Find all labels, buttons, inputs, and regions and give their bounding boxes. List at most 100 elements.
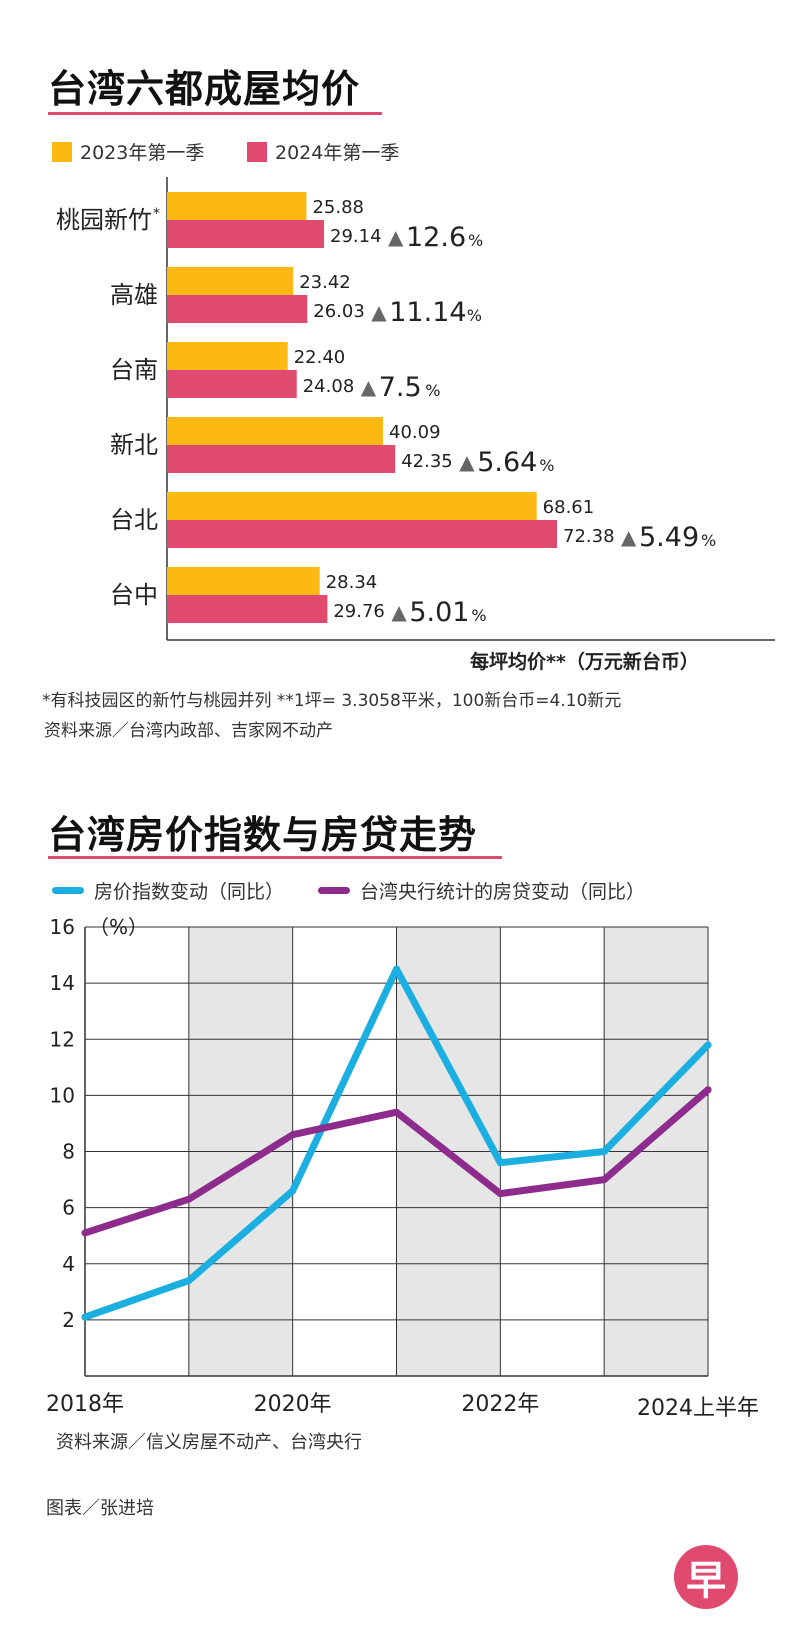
y-tick-label: 12 [50,1027,75,1051]
legend-label-2023: 2023年第一季 [80,138,204,165]
chart1-unit-label: 每坪均价**（万元新台币） [470,647,699,674]
change-arrow: ▲ [621,525,637,549]
y-tick-label: 4 [62,1252,75,1276]
legend-label-2024: 2024年第一季 [275,138,399,165]
value-label-2024: 24.08 [303,376,355,397]
bar-2024 [167,520,557,548]
chart1-source: 资料来源／台湾内政部、吉家网不动产 [44,716,333,741]
value-label-2024: 29.76 [333,601,385,622]
bar-2024 [167,445,395,473]
point-mortgage [393,1109,400,1116]
bar-2023 [167,417,383,445]
x-tick-label: 2022年 [461,1392,539,1417]
bar-2023 [167,192,306,220]
chart1-legend-2023: 2023年第一季 [52,138,204,165]
bar-2024 [167,595,327,623]
point-price-index [497,1159,504,1166]
point-mortgage [601,1176,608,1183]
change-value: 11.14 [389,297,466,328]
change-value: 7.5 [379,372,422,403]
point-price-index [82,1314,89,1321]
zaobao-logo: 早 [674,1545,738,1609]
change-unit: % [467,306,482,325]
point-price-index [393,966,400,973]
x-tick-label: 2018年 [46,1392,124,1417]
category-label: 台中 [110,581,158,609]
legend-label-price: 房价指数变动（同比） [94,877,284,904]
y-tick-label: 2 [62,1308,75,1332]
category-footnote-mark: * [153,206,160,222]
change-unit: % [701,531,716,550]
bar-2023 [167,267,293,295]
value-label-2023: 28.34 [326,572,378,593]
chart1-legend-2024: 2024年第一季 [247,138,399,165]
chart1-title-underline [48,112,382,115]
change-unit: % [471,606,486,625]
change-arrow: ▲ [459,450,475,474]
chart1-footnote: *有科技园区的新竹与桃园并列 **1坪= 3.3058平米，100新台币=4.1… [42,686,621,711]
change-value: 5.01 [409,597,469,628]
legend-line-mortgage [318,887,350,894]
chart2-legend-mortgage: 台湾央行统计的房贷变动（同比） [318,877,645,904]
legend-swatch-2023 [52,142,72,162]
point-price-index [289,1187,296,1194]
category-label: 台南 [110,356,158,384]
point-mortgage [82,1229,89,1236]
credit: 图表／张进培 [46,1494,154,1520]
bar-2023 [167,492,537,520]
point-mortgage [497,1190,504,1197]
change-arrow: ▲ [391,600,407,624]
y-tick-label: 16 [50,915,75,939]
legend-swatch-2024 [247,142,267,162]
bar-2024 [167,220,324,248]
value-label-2023: 23.42 [299,272,351,293]
y-axis-unit: （%） [89,915,148,939]
value-label-2023: 68.61 [543,497,595,518]
category-label: 桃园新竹 [56,206,152,234]
chart2-title: 台湾房价指数与房贷走势 [48,804,477,859]
x-tick-label: 2024上半年 [637,1396,759,1421]
point-price-index [185,1277,192,1284]
price-index-line-chart: 2 4 6 8 10 12 14 16 （%） 2018年 2020年 2022年 2024上半年 [0,910,800,1430]
bar-2024 [167,295,307,323]
change-arrow: ▲ [361,375,377,399]
category-label: 高雄 [110,281,158,309]
chart2-source: 资料来源／信义房屋不动产、台湾央行 [56,1428,362,1454]
legend-line-price [52,887,84,894]
change-arrow: ▲ [388,225,404,249]
value-label-2023: 22.40 [294,347,346,368]
category-label: 新北 [110,431,158,459]
point-mortgage [705,1086,712,1093]
bar-2023 [167,567,320,595]
x-tick-label: 2020年 [254,1392,332,1417]
y-tick-label: 14 [50,971,75,995]
chart1-title: 台湾六都成屋均价 [48,58,360,113]
value-label-2024: 29.14 [330,226,382,247]
chart2-legend-price: 房价指数变动（同比） [52,877,284,904]
point-price-index [705,1041,712,1048]
category-label: 台北 [110,506,158,534]
y-tick-label: 6 [62,1196,75,1220]
point-mortgage [185,1196,192,1203]
point-price-index [601,1148,608,1155]
change-unit: % [425,381,440,400]
change-unit: % [539,456,554,475]
value-label-2023: 40.09 [389,422,441,443]
bar-2023 [167,342,288,370]
value-label-2023: 25.88 [312,197,364,218]
point-mortgage [289,1131,296,1138]
legend-label-mortgage: 台湾央行统计的房贷变动（同比） [360,877,645,904]
y-tick-label: 10 [50,1083,75,1107]
change-arrow: ▲ [371,300,387,324]
bar-2024 [167,370,297,398]
change-value: 5.49 [639,522,699,553]
value-label-2024: 42.35 [401,451,453,472]
chart2-title-underline [48,856,502,859]
change-value: 5.64 [477,447,537,478]
change-unit: % [468,231,483,250]
change-value: 12.6 [406,222,466,253]
y-tick-label: 8 [62,1140,75,1164]
value-label-2024: 26.03 [313,301,365,322]
value-label-2024: 72.38 [563,526,615,547]
